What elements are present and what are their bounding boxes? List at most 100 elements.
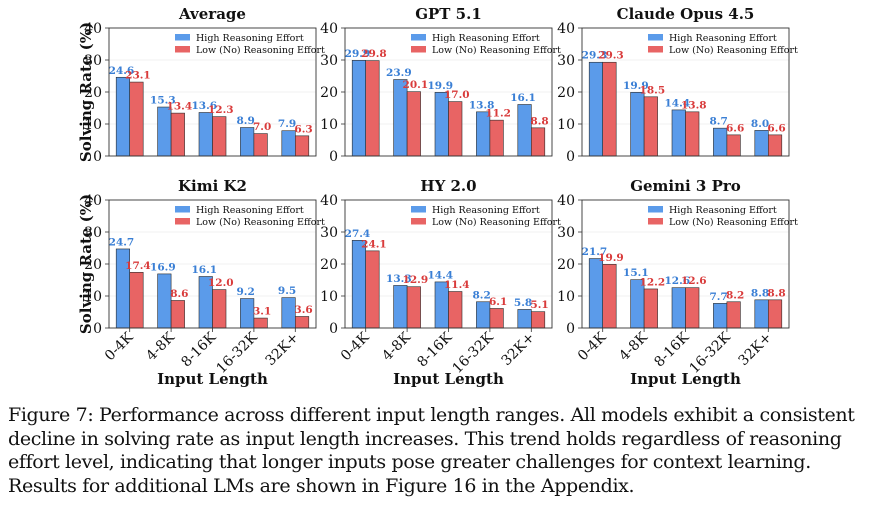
y-tick-label: 40	[320, 21, 338, 37]
legend-swatch-high	[411, 34, 426, 41]
y-tick-label: 10	[320, 117, 338, 133]
data-label-low: 3.6	[294, 304, 312, 316]
bar-low	[685, 111, 700, 157]
bar-low	[212, 289, 227, 329]
data-label-low: 5.1	[530, 299, 548, 311]
data-label-low: 19.9	[598, 252, 624, 264]
data-label-high: 15.1	[623, 267, 649, 279]
bar-high	[115, 76, 130, 157]
x-tick-label: 0-4K	[102, 329, 137, 364]
y-tick-label: 0	[566, 149, 575, 165]
y-tick-label: 30	[557, 53, 575, 69]
data-label-low: 24.1	[361, 238, 387, 250]
bar-high	[671, 287, 686, 329]
bar-high	[476, 301, 491, 329]
y-tick-label: 0	[93, 321, 102, 337]
legend-swatch-low	[411, 218, 426, 225]
data-label-high: 16.1	[510, 92, 536, 104]
bar-low	[129, 272, 144, 329]
bar-low	[726, 134, 741, 157]
chart-panel: 0 10 20 30 40 27.424.1 13.312.9 14.411.48.26.1 5…	[320, 177, 561, 388]
y-tick-label: 10	[557, 117, 575, 133]
legend-label-high: High Reasoning Effort	[196, 205, 304, 216]
bar-low	[212, 116, 227, 157]
chart-title: Gemini 3 Pro	[630, 177, 741, 195]
bar-low	[448, 291, 463, 329]
bar-high	[754, 130, 769, 157]
data-label-high: 8.2	[473, 289, 491, 301]
y-axis-label: Solving Rate (%)	[77, 194, 95, 334]
legend-label-high: High Reasoning Effort	[432, 205, 540, 216]
data-label-low: 3.1	[253, 306, 271, 318]
bar-low	[530, 127, 546, 157]
bar-high	[588, 61, 604, 157]
y-tick-label: 30	[84, 53, 102, 69]
data-label-high: 12.6	[664, 275, 690, 287]
legend-swatch-low	[648, 218, 663, 225]
y-tick-label: 20	[557, 85, 575, 101]
legend-swatch-low	[648, 46, 663, 53]
bar-low	[767, 299, 783, 329]
bar-high	[517, 104, 532, 157]
bar-low	[489, 119, 504, 157]
bar-low	[602, 61, 617, 157]
x-tick-label: 32K+	[263, 330, 303, 370]
data-label-high: 8.8	[751, 287, 769, 299]
x-tick-label: 4-8K	[379, 329, 414, 364]
legend-swatch-low	[175, 46, 190, 53]
data-label-high: 7.7	[710, 291, 728, 303]
y-tick-label: 0	[329, 321, 338, 337]
legend-label-high: High Reasoning Effort	[669, 33, 777, 44]
data-label-low: 29.3	[598, 50, 624, 62]
plot-frame	[344, 27, 553, 157]
bar-low	[643, 96, 658, 157]
data-label-high: 13.6	[191, 100, 217, 112]
y-tick-label: 0	[93, 149, 102, 165]
x-tick-label: 0-4K	[575, 329, 610, 364]
legend-swatch-high	[175, 206, 190, 213]
data-label-high: 13.8	[469, 99, 495, 111]
y-tick-label: 20	[557, 257, 575, 273]
bar-low	[406, 286, 421, 329]
y-tick-label: 20	[84, 257, 102, 273]
legend-label-low: Low (No) Reasoning Effort	[196, 217, 325, 228]
data-label-low: 29.8	[361, 48, 387, 60]
bar-low	[294, 135, 310, 157]
bar-high	[754, 299, 769, 329]
plot-frame	[581, 27, 790, 157]
chart-title: Claude Opus 4.5	[617, 5, 755, 23]
y-tick-label: 10	[320, 289, 338, 305]
data-label-low: 17.4	[125, 260, 151, 272]
data-label-low: 12.0	[208, 277, 234, 289]
y-tick-label: 30	[84, 225, 102, 241]
data-label-high: 23.9	[386, 67, 412, 79]
figure-caption: Figure 7: Performance across different i…	[8, 404, 855, 497]
data-label-high: 14.4	[664, 97, 690, 109]
bar-low	[170, 300, 185, 329]
data-label-high: 9.5	[278, 285, 296, 297]
bar-low	[685, 287, 700, 329]
legend-label-low: Low (No) Reasoning Effort	[432, 217, 561, 228]
data-label-high: 16.1	[191, 264, 217, 276]
data-label-low: 17.0	[444, 89, 470, 101]
data-label-high: 15.3	[150, 95, 176, 107]
legend-swatch-low	[175, 218, 190, 225]
bar-high	[713, 127, 728, 157]
chart-title: Kimi K2	[178, 177, 247, 195]
chart-title: GPT 5.1	[415, 5, 482, 23]
chart-title: Average	[178, 5, 246, 23]
y-tick-label: 0	[329, 149, 338, 165]
bar-low	[530, 311, 546, 329]
legend-swatch-high	[648, 34, 663, 41]
data-label-low: 8.8	[767, 287, 785, 299]
data-label-low: 8.8	[530, 115, 548, 127]
y-tick-label: 10	[84, 289, 102, 305]
bar-high	[240, 127, 255, 157]
data-label-low: 6.6	[767, 122, 785, 134]
bar-low	[253, 317, 268, 329]
legend-label-high: High Reasoning Effort	[196, 33, 304, 44]
data-label-high: 7.9	[278, 118, 296, 130]
bar-high	[157, 273, 172, 329]
bar-high	[671, 109, 686, 157]
